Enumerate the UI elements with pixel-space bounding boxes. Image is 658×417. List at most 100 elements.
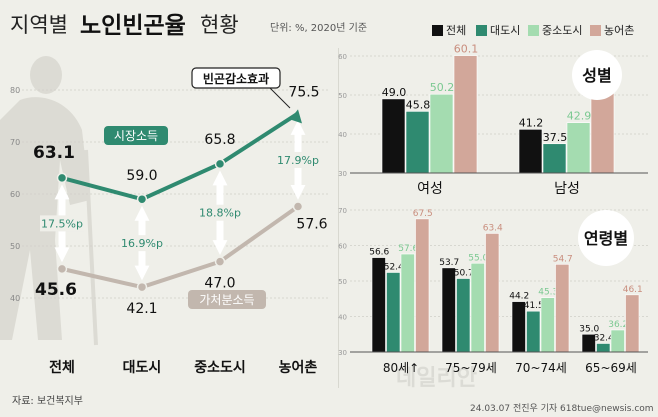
data-label: 52.4 [384,262,404,272]
x-tick-label: 중소도시 [194,360,246,376]
data-point [136,281,148,293]
difference-label-bg [120,235,164,252]
bar [542,143,567,174]
bar [596,343,611,353]
bar [429,93,454,174]
legend-swatch [476,24,487,36]
bar [610,329,625,353]
title-prefix: 지역별 [10,13,68,37]
unit-note: 단위: %, 2020년 기준 [270,23,368,34]
data-label: 36.2 [608,320,628,330]
legend-swatch [590,24,601,36]
legend-label: 농어촌 [604,24,635,37]
annotation-label: 빈곤감소효과 [203,71,269,86]
data-label: 49.0 [382,86,407,99]
silhouette-cane [84,149,98,346]
annotation-box [191,67,281,89]
silhouette-head [30,56,62,94]
difference-label: 16.9%p [121,237,163,250]
legend-item-rural: 농어촌 [590,22,634,38]
badge-label: 성별 [582,66,611,85]
data-label: 32.4 [594,333,614,343]
bar [540,297,555,353]
bar [405,111,430,174]
series-tag-bg [104,126,168,145]
y-tick-label: 30 [338,170,347,178]
data-label: 60.1 [454,43,479,56]
data-label: 59.0 [126,168,157,184]
data-label: 75.5 [288,84,319,100]
x-tick-label: 남성 [554,181,580,197]
difference-label-bg [276,151,320,168]
legend-label: 전체 [446,24,467,37]
difference-label-bg [40,215,84,232]
y-tick-label: 70 [338,207,347,215]
annotation-pointer [269,87,291,109]
badge-circle [572,50,622,100]
watermark: 데일리안 [396,366,477,391]
data-label: 45.3 [538,288,558,298]
data-label: 53.7 [439,258,459,268]
legend-item-city: 중소도시 [528,22,582,38]
legend-swatch [432,24,443,36]
bar [555,264,570,353]
bar [526,310,541,353]
y-tick-label: 50 [10,242,20,251]
data-label: 37.5 [543,131,568,144]
y-tick-label: 40 [338,314,347,322]
bar [381,98,406,174]
bar [566,122,591,174]
data-label: 42.9 [567,110,592,123]
data-label: 42.1 [126,301,157,317]
series-tag-label: 가처분소득 [199,293,254,307]
series-line-disposable [61,204,300,290]
annotation-callout: 빈곤감소효과 [191,67,291,109]
x-tick-label: 80세↑ [383,361,419,375]
y-tick-label: 40 [338,131,347,139]
data-label: 50.7 [454,269,474,279]
y-tick-label: 70 [10,138,20,147]
legend-item-total: 전체 [432,22,466,38]
data-label: 63.4 [483,223,503,233]
data-label: 67.5 [413,209,433,219]
bar [625,294,640,353]
series-tag-disposable: 가처분소득 [188,290,266,309]
title-suffix: 현황 [200,13,239,37]
bar [386,272,401,353]
data-label: 45.8 [406,98,431,111]
x-tick-label: 70~74세 [515,361,567,375]
y-tick-label: 30 [338,349,347,357]
data-label: 54.7 [553,254,573,264]
data-label: 55.0 [468,253,488,263]
data-label: 35.0 [579,324,599,334]
data-label: 41.5 [524,301,544,311]
data-point [56,172,68,184]
data-point [56,263,68,275]
x-tick-label: 75~79세 [445,361,497,375]
panel-badge-gender: 성별 [572,50,622,100]
bar [518,129,543,174]
data-label: 50.2 [430,81,455,94]
data-label: 65.8 [204,132,235,148]
series-tag-market: 시장소득 [104,126,168,145]
page-title: 노인빈곤율 [80,13,186,39]
difference-label: 17.5%p [41,217,83,230]
data-label: 56.6 [369,248,389,258]
y-tick-label: 60 [338,243,347,251]
legend-item-metro: 대도시 [476,22,520,38]
credit-note: 24.03.07 전진우 기자 618tue@newsis.com [470,404,654,414]
bar [470,262,485,353]
data-point [292,201,304,212]
bar [415,218,430,353]
source-note: 자료: 보건복지부 [12,396,83,407]
data-label: 46.1 [623,285,643,295]
difference-label-bg [198,204,242,221]
x-tick-label: 여성 [417,181,443,197]
y-tick-label: 60 [10,190,20,199]
x-tick-label: 65~69세 [585,361,637,375]
difference-label: 17.9%p [277,154,319,167]
data-label: 57.6 [398,244,418,254]
bar [441,267,456,353]
